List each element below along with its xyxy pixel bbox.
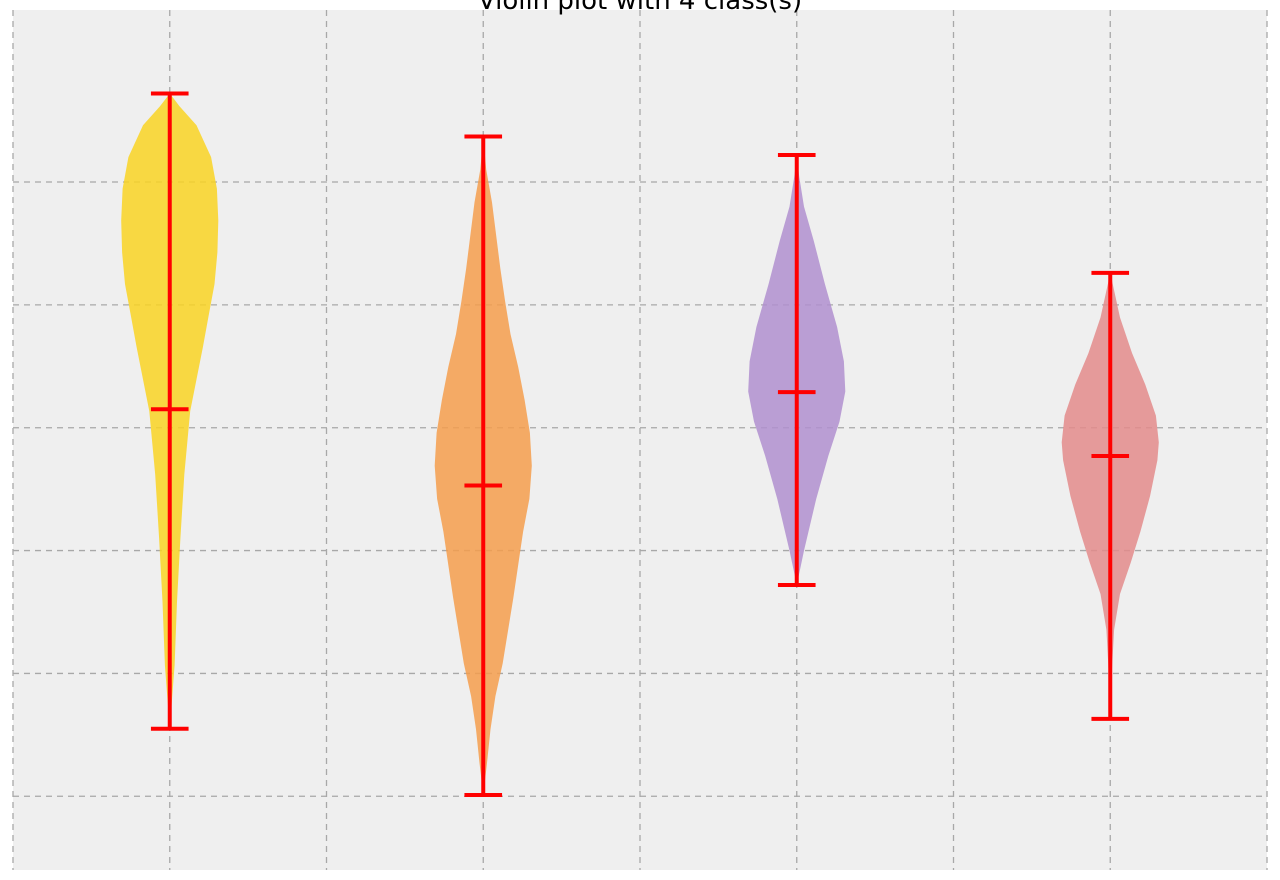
stat-lines [150, 91, 1130, 798]
grid [12, 10, 1268, 870]
chart-title: Violin plot with 4 class(s) [477, 0, 803, 16]
